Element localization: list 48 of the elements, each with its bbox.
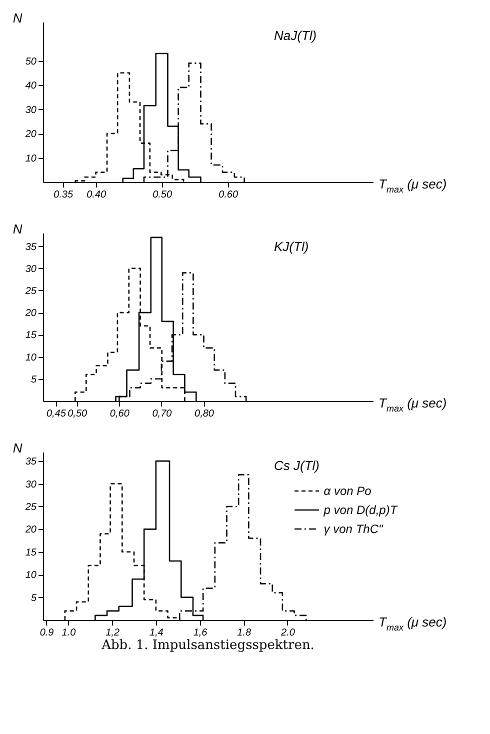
y-tick-label: 10 <box>25 352 37 364</box>
x-tick-label: 1,4 <box>149 628 164 638</box>
y-tick-label: 30 <box>25 264 37 275</box>
x-tick-label: 2.0 <box>280 628 296 638</box>
y-tick-label: 5 <box>30 592 37 604</box>
caption: Abb. 1. Impulsanstiegsspektren. <box>100 638 314 653</box>
x-tick-label: 0.9 <box>40 628 54 638</box>
y-axis-title: N <box>12 10 23 26</box>
x-tick-label: 0.35 <box>54 190 74 200</box>
y-tick-label: 20 <box>24 524 37 536</box>
y-tick-label: 15 <box>25 547 37 558</box>
x-tick-label: 0,80 <box>194 408 214 420</box>
y-tick-label: 25 <box>24 286 37 297</box>
y-tick-label: 10 <box>25 153 37 164</box>
x-tick-label: 0,60 <box>110 408 130 420</box>
text: Cs J(Tl) <box>274 458 320 473</box>
y-tick-label: 25 <box>24 502 37 513</box>
y-tick-label: 15 <box>25 330 37 342</box>
y-tick-label: 30 <box>25 479 37 490</box>
y-tick-label: 30 <box>25 104 37 116</box>
text: KJ(Tl) <box>274 239 309 254</box>
y-tick-label: 35 <box>25 456 37 468</box>
x-tick-label: 1,6 <box>193 628 208 638</box>
y-tick-label: 10 <box>25 570 37 582</box>
x-tick-label: 0,70 <box>152 408 172 420</box>
y-axis-title: N <box>12 222 23 236</box>
x-tick-label: 1,2 <box>106 628 120 638</box>
x-tick-label: 0,50 <box>68 408 88 420</box>
x-tick-label: 0.40 <box>86 190 106 200</box>
legend-label: p von D(d,p)T <box>322 503 399 517</box>
x-axis-title: T$_{max}$ (μ sec) <box>378 176 447 194</box>
y-tick-label: 50 <box>25 56 37 68</box>
y-tick-label: 40 <box>25 80 37 92</box>
legend-label: α von Po <box>324 484 372 498</box>
legend-label: γ von ThC" <box>324 522 384 536</box>
y-tick-label: 35 <box>25 242 37 253</box>
x-tick-label: 1.8 <box>237 628 252 638</box>
y-tick-label: 20 <box>24 129 37 140</box>
y-axis-title: N <box>12 440 23 456</box>
x-tick-label: 0,45 <box>46 408 66 420</box>
text: NaJ(Tl) <box>274 28 317 43</box>
x-tick-label: 1.0 <box>62 628 76 638</box>
x-axis-title: T$_{max}$ (μ sec) <box>378 614 447 632</box>
y-tick-label: 20 <box>24 308 37 320</box>
x-axis-title: T$_{max}$ (μ sec) <box>378 396 447 414</box>
y-tick-label: 5 <box>30 374 37 386</box>
x-tick-label: 0.50 <box>152 190 172 200</box>
x-tick-label: 0.60 <box>218 190 238 200</box>
